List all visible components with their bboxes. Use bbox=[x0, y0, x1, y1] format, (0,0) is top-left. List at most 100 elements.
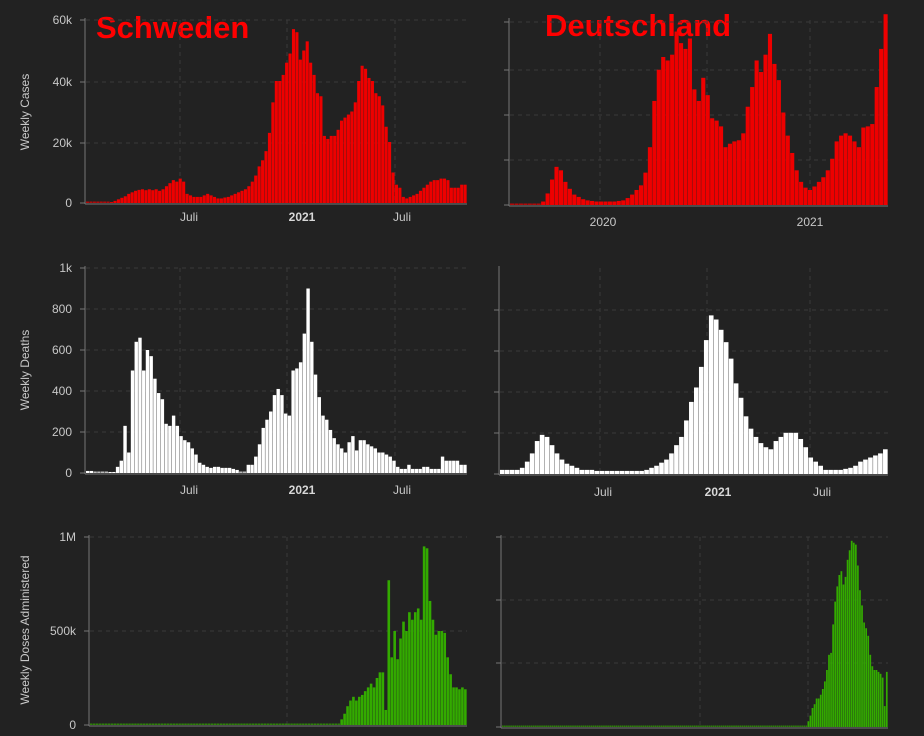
bar bbox=[187, 723, 190, 725]
bar bbox=[372, 687, 376, 725]
bar bbox=[437, 631, 441, 725]
bar bbox=[585, 200, 590, 205]
bar bbox=[415, 193, 419, 203]
bar bbox=[731, 725, 733, 727]
bar bbox=[190, 723, 193, 725]
bar bbox=[401, 196, 405, 203]
bar bbox=[388, 456, 392, 473]
bar bbox=[640, 725, 642, 727]
bar bbox=[658, 725, 661, 727]
bar bbox=[565, 725, 568, 727]
bar bbox=[773, 441, 779, 474]
bar bbox=[805, 725, 808, 727]
bar bbox=[516, 725, 519, 727]
bar bbox=[392, 460, 396, 473]
bar bbox=[396, 466, 400, 473]
bar bbox=[434, 634, 438, 725]
bar bbox=[204, 723, 208, 725]
bar bbox=[350, 111, 354, 203]
bar bbox=[630, 194, 635, 205]
x-tick-label: 2020 bbox=[590, 215, 617, 229]
bar bbox=[590, 725, 593, 727]
bar bbox=[675, 725, 678, 727]
bar bbox=[696, 725, 698, 727]
bar bbox=[351, 436, 355, 473]
bar bbox=[836, 586, 839, 727]
bar bbox=[589, 469, 595, 474]
bar bbox=[615, 725, 618, 727]
bar bbox=[198, 462, 202, 473]
bar bbox=[281, 74, 285, 204]
bar bbox=[142, 370, 146, 473]
bar bbox=[743, 416, 749, 474]
bar bbox=[265, 419, 269, 473]
bar bbox=[209, 467, 213, 473]
bar bbox=[692, 89, 697, 205]
bar bbox=[153, 378, 157, 473]
bar bbox=[284, 723, 287, 725]
bar bbox=[422, 466, 426, 473]
bar bbox=[768, 449, 774, 474]
chart-panel-4: Juli 2021 Juli bbox=[494, 266, 888, 499]
bar bbox=[115, 466, 120, 473]
bar bbox=[863, 622, 865, 727]
x-tick-label: 2021 bbox=[797, 215, 824, 229]
bar bbox=[207, 723, 211, 725]
bar bbox=[749, 725, 752, 727]
bar bbox=[636, 725, 638, 727]
bar bbox=[216, 723, 220, 725]
bar bbox=[708, 725, 711, 727]
bar bbox=[559, 725, 562, 727]
bar bbox=[671, 725, 673, 727]
bar bbox=[357, 81, 361, 203]
bar bbox=[785, 135, 790, 205]
bar bbox=[590, 200, 595, 205]
bar bbox=[741, 133, 746, 205]
bar bbox=[594, 725, 597, 727]
bar bbox=[254, 456, 258, 473]
bar bbox=[460, 184, 464, 203]
bar bbox=[381, 672, 385, 725]
bar bbox=[869, 654, 872, 727]
bar bbox=[249, 723, 252, 725]
bar bbox=[274, 81, 278, 203]
bar bbox=[131, 723, 134, 725]
bar bbox=[322, 135, 326, 203]
bar bbox=[185, 193, 189, 203]
bar bbox=[247, 186, 251, 203]
bar bbox=[757, 725, 760, 727]
bar bbox=[767, 33, 773, 205]
bar bbox=[834, 601, 837, 727]
bar bbox=[665, 725, 667, 727]
bar bbox=[522, 725, 525, 727]
bar bbox=[194, 454, 198, 473]
bar bbox=[763, 54, 768, 205]
bar bbox=[799, 725, 801, 727]
bar bbox=[708, 315, 714, 474]
bar bbox=[713, 319, 719, 474]
bar bbox=[358, 440, 363, 473]
bar bbox=[844, 576, 847, 727]
bar bbox=[416, 608, 420, 725]
bar bbox=[728, 358, 734, 474]
bar bbox=[408, 196, 412, 203]
bar bbox=[290, 723, 293, 725]
y-axis-label: Weekly Deaths bbox=[18, 330, 32, 410]
bar bbox=[431, 619, 435, 725]
bar bbox=[137, 189, 141, 203]
bar bbox=[863, 459, 868, 474]
bar bbox=[257, 723, 261, 725]
bar bbox=[175, 181, 179, 203]
bar bbox=[410, 468, 415, 473]
bar bbox=[97, 471, 101, 473]
bar bbox=[239, 471, 243, 473]
bar bbox=[821, 177, 826, 205]
bar bbox=[393, 631, 396, 725]
bar bbox=[453, 187, 457, 203]
bar bbox=[287, 415, 292, 473]
bar bbox=[175, 425, 180, 473]
bar bbox=[524, 725, 527, 727]
bar bbox=[807, 721, 810, 727]
bar bbox=[634, 725, 636, 727]
bar bbox=[347, 442, 351, 473]
